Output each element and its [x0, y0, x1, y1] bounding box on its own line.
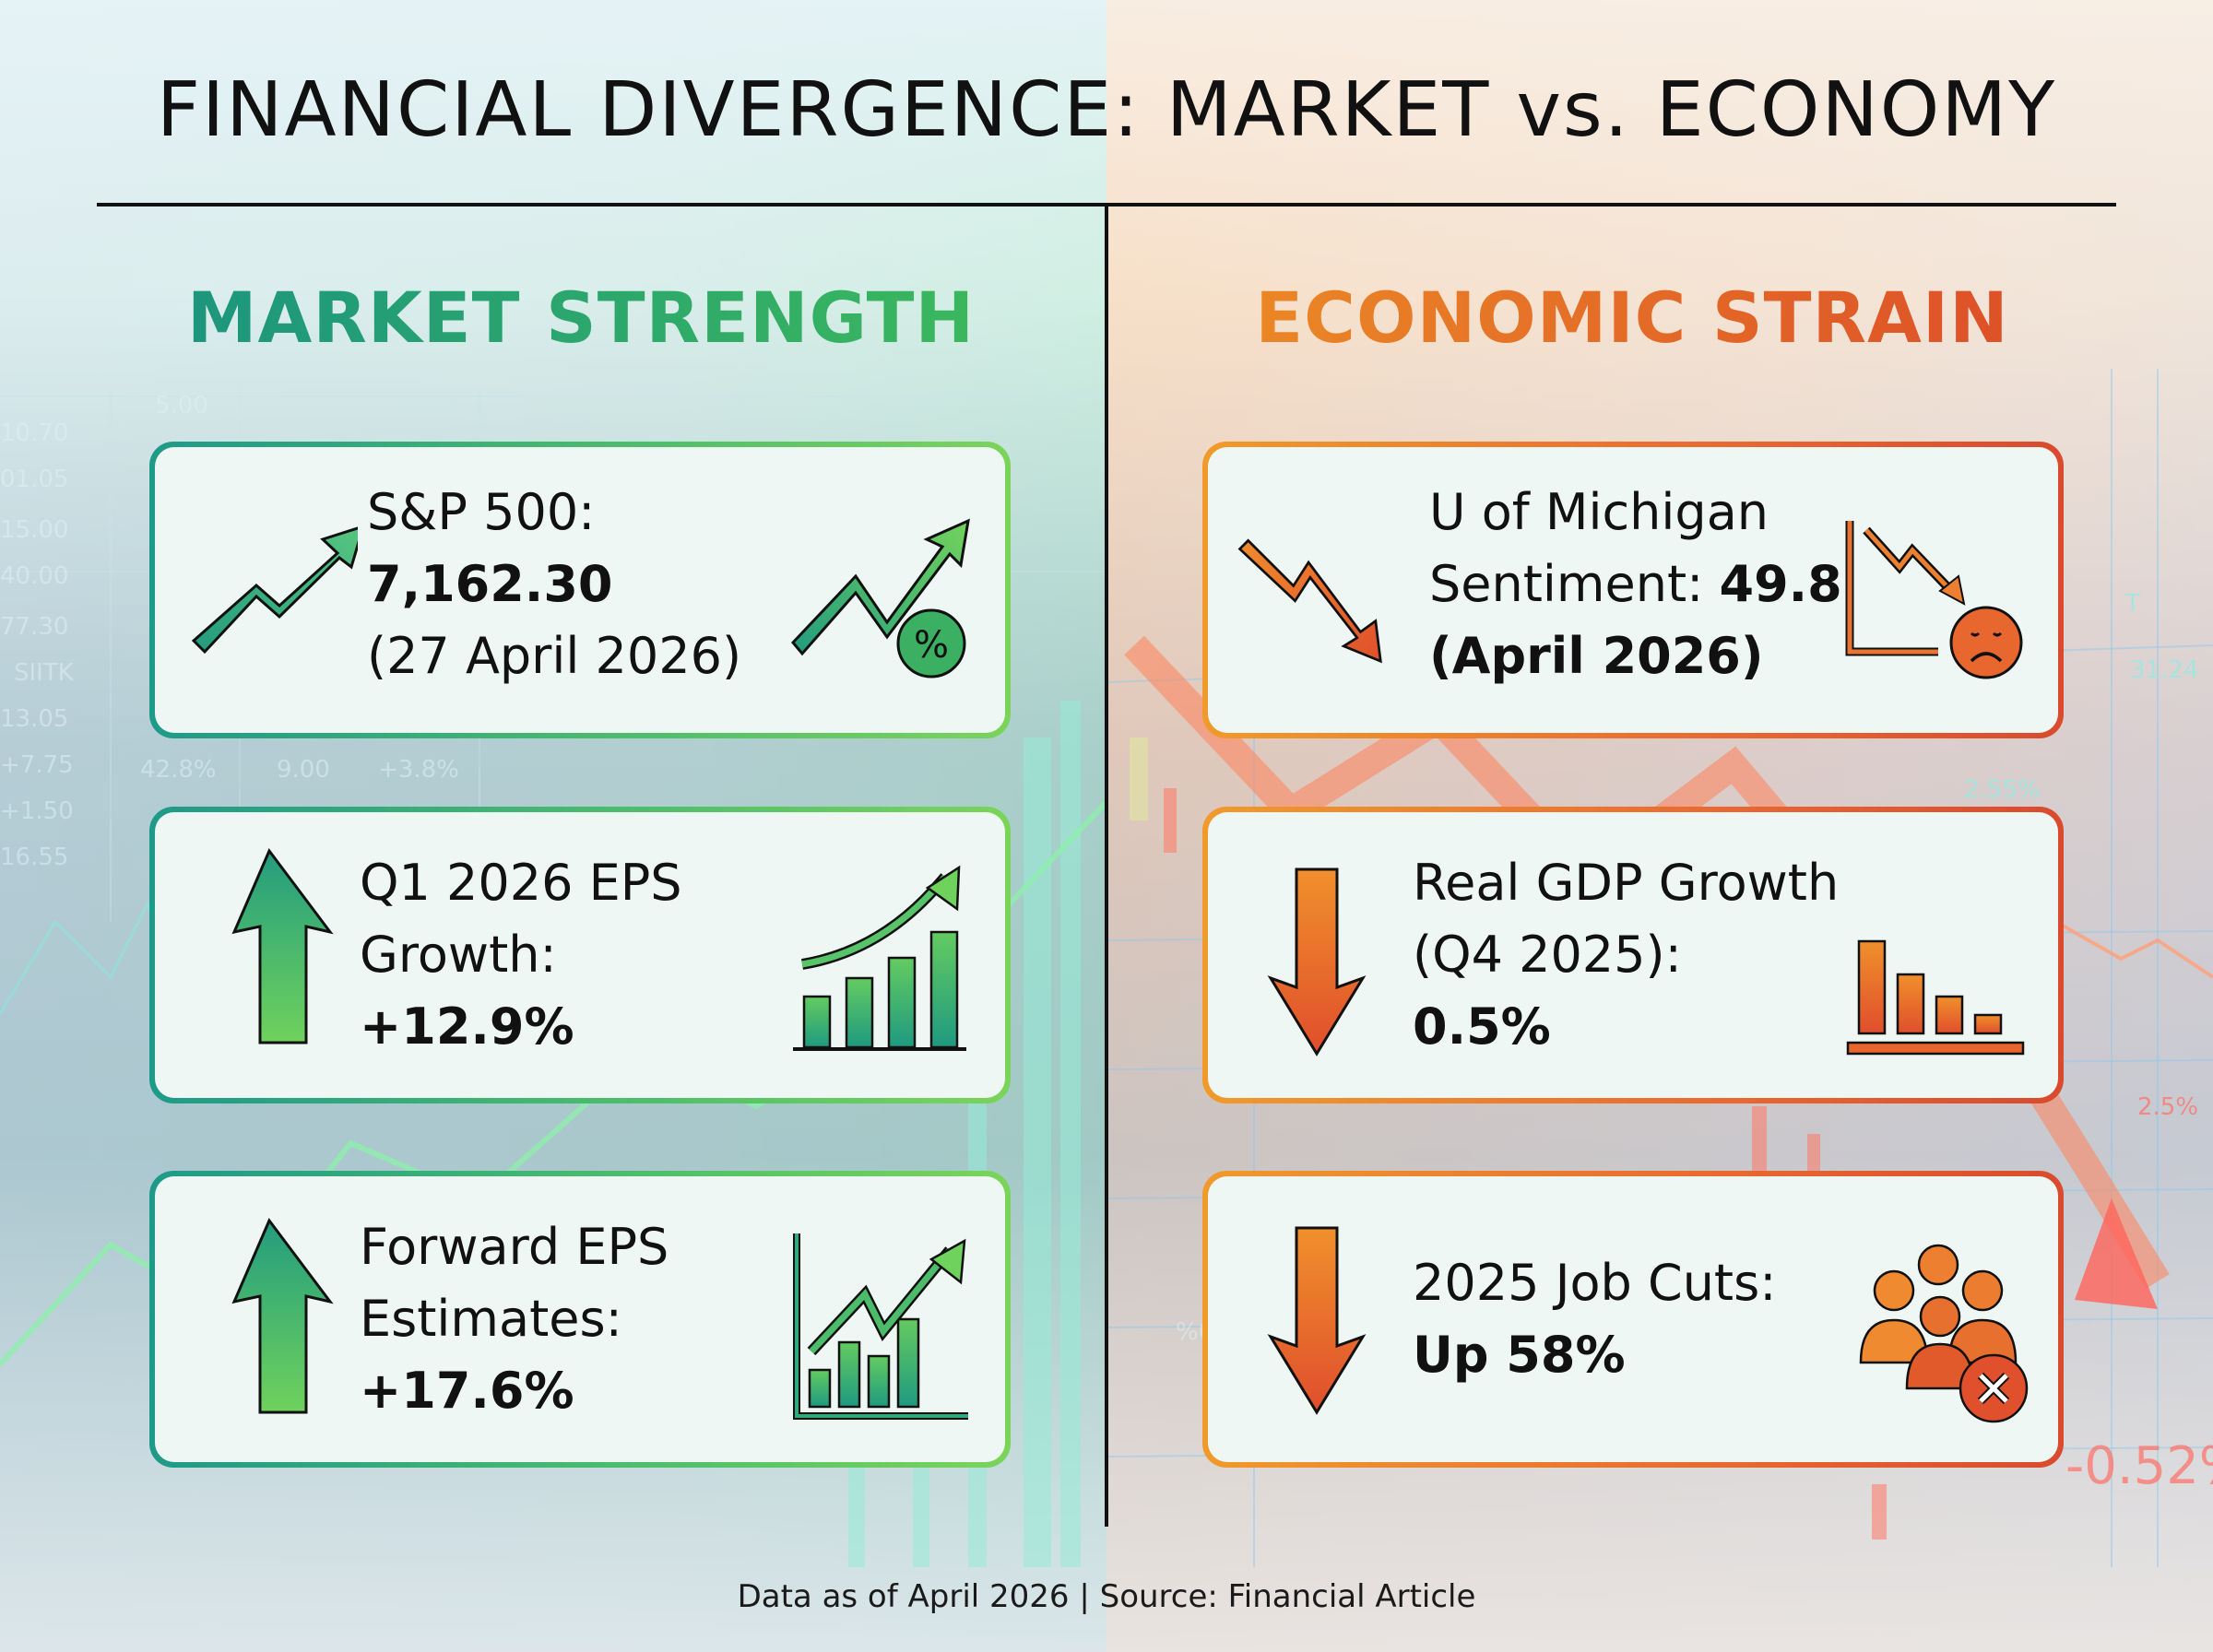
bg-label: -0.52%: [2065, 1436, 2213, 1496]
page-title: FINANCIAL DIVERGENCE: MARKET vs. ECONOMY: [156, 66, 2057, 154]
sp500-date: (27 April 2026): [367, 627, 742, 685]
gdp-value: 0.5%: [1413, 997, 1551, 1056]
forward-eps-label-1: Forward EPS: [360, 1218, 669, 1276]
gdp-label-2: (Q4 2025):: [1413, 926, 1682, 984]
bg-label: 31.24: [2130, 656, 2199, 684]
sentiment-date: (April 2026): [1429, 627, 1764, 685]
job-cuts-value: Up 58%: [1413, 1326, 1626, 1384]
bg-label: SIITK: [14, 659, 74, 687]
bar-chart-declining-icon: [1846, 939, 2025, 1056]
trend-up-percent-icon: %: [790, 518, 970, 678]
down-arrow-icon: [1267, 867, 1367, 1056]
forward-eps-label-2: Estimates:: [360, 1290, 622, 1348]
zigzag-down-arrow-icon: [1237, 538, 1382, 664]
bg-label: 42.8%: [140, 756, 217, 784]
market-strength-heading: MARKET STRENGTH: [120, 277, 1042, 359]
sentiment-label: Sentiment:: [1429, 555, 1704, 613]
zigzag-up-arrow-icon: [191, 526, 358, 655]
bg-label: +3.8%: [378, 756, 459, 784]
people-remove-icon: [1859, 1244, 2029, 1423]
bg-label: +1.50: [0, 797, 74, 825]
sp500-label: S&P 500:: [367, 483, 596, 541]
bg-label: 2.5%: [2137, 1093, 2199, 1121]
bg-label: 5.00: [155, 392, 208, 419]
bg-label: 13.05: [0, 705, 69, 733]
bg-label: 10.70: [0, 419, 69, 447]
svg-text:%: %: [914, 624, 949, 667]
job-cuts-label: 2025 Job Cuts:: [1413, 1254, 1777, 1312]
card-forward-eps: Forward EPS Estimates: +17.6%: [149, 1171, 1011, 1468]
bg-label: 2.55%: [1964, 776, 2041, 804]
bg-label: T: [2125, 590, 2140, 618]
michigan-label: U of Michigan: [1429, 483, 1769, 541]
footer-source-note: Data as of April 2026 | Source: Financia…: [737, 1578, 1476, 1615]
card-q1-eps-growth: Q1 2026 EPS Growth: +12.9%: [149, 807, 1011, 1103]
card-sp500: S&P 500: 7,162.30 (27 April 2026) %: [149, 442, 1011, 738]
bg-label: 16.55: [0, 844, 69, 871]
eps-growth-label-1: Q1 2026 EPS: [360, 854, 682, 912]
bar-line-chart-up-icon: [793, 1233, 968, 1420]
decline-chart-sad-face-icon: [1845, 521, 2023, 679]
forward-eps-value: +17.6%: [360, 1362, 574, 1420]
card-real-gdp: Real GDP Growth (Q4 2025): 0.5%: [1202, 807, 2064, 1103]
sentiment-value: 49.8: [1719, 555, 1842, 613]
eps-growth-value: +12.9%: [360, 997, 574, 1056]
bg-label: 40.00: [0, 562, 69, 590]
down-arrow-icon: [1267, 1226, 1367, 1415]
economic-strain-heading: ECONOMIC STRAIN: [1171, 277, 2093, 359]
sp500-value: 7,162.30: [367, 555, 613, 613]
bg-label: +7.75: [0, 751, 74, 779]
card-job-cuts: 2025 Job Cuts: Up 58%: [1202, 1171, 2064, 1468]
bg-label: 77.30: [0, 613, 69, 641]
column-divider: [1105, 205, 1108, 1527]
bg-label: 01.05: [0, 466, 69, 493]
gdp-label-1: Real GDP Growth: [1413, 854, 1840, 912]
up-arrow-icon: [231, 1218, 334, 1414]
bar-chart-rising-icon: [793, 865, 966, 1051]
eps-growth-label-2: Growth:: [360, 926, 557, 984]
bg-label: 15.00: [0, 516, 69, 544]
up-arrow-icon: [231, 848, 334, 1044]
card-michigan-sentiment: U of Michigan Sentiment: 49.8 (April 202…: [1202, 442, 2064, 738]
bg-label: 9.00: [277, 756, 330, 784]
